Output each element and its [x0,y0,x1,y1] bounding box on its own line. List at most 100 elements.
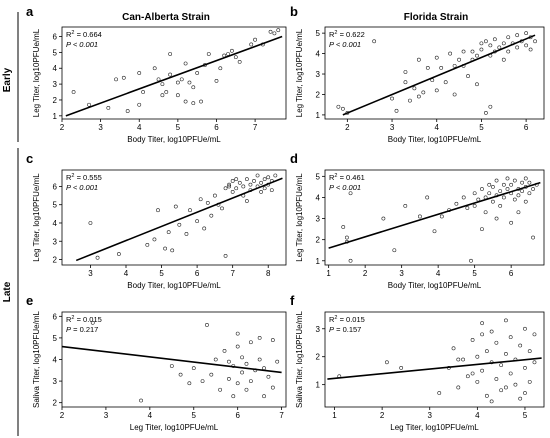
data-point [272,31,277,36]
data-point [137,102,142,107]
data-point [443,80,448,85]
data-point [270,385,275,390]
panel-letter-b: b [290,4,298,19]
data-point [235,381,240,386]
y-tick-label: 4 [53,356,58,365]
data-point [273,173,278,178]
x-tick-label: 2 [345,123,350,132]
data-point [479,41,484,46]
data-point [508,371,513,376]
regression-line [65,35,283,117]
data-point [487,182,492,187]
x-tick-label: 5 [479,123,484,132]
data-point [187,381,192,386]
panel-letter-c: c [26,151,33,166]
column-title-left: Can-Alberta Strain [122,12,210,23]
p-value-text: P < 0.001 [329,183,361,192]
data-point [531,187,535,191]
data-point [509,182,514,187]
data-point [248,379,253,383]
r-squared-exponent: 2 [334,30,337,36]
r-squared-value: = 0.555 [74,173,101,182]
row-label-late: Late [2,281,13,302]
data-point [499,388,504,393]
data-point [234,186,239,191]
data-point [275,359,280,364]
y-tick-label: 3 [53,80,58,89]
data-point [381,216,386,221]
data-point [480,368,485,373]
data-point [230,190,235,194]
data-point [489,399,494,404]
data-point [416,94,421,99]
x-tick-label: 4 [435,123,440,132]
data-point [152,66,157,71]
regression-line [75,177,283,262]
panel-e: e 2 3 4 5 6 7 2 3 4 5 6 Leg Titer, log10PFUe/mL Saliv… [26,293,287,432]
data-point [257,336,262,340]
r-squared-value: = 0.622 [337,30,364,39]
data-point [195,219,200,224]
y-tick-label: 1 [53,112,58,121]
data-point [169,364,174,368]
p-value-value: < 0.001 [71,183,98,192]
p-value-text: P < 0.001 [66,183,98,192]
data-point [523,326,527,331]
y-axis-label: Leg Titer, log10PFUe/mL [32,173,41,262]
data-point [399,365,404,370]
data-point [230,48,234,53]
data-point [417,214,422,219]
data-point [276,28,281,33]
data-point [209,213,214,218]
data-point [139,398,143,403]
data-point [479,47,484,52]
y-tick-label: 5 [53,334,58,343]
x-tick-label: 5 [192,411,197,420]
data-point [259,190,264,194]
data-point [434,88,439,93]
data-point [504,352,508,356]
x-tick-label: 4 [436,269,441,278]
data-point [168,52,173,56]
data-point [202,226,207,231]
data-point [527,349,532,354]
y-axis-label: Saliva Titer, log10PFUe/mL [295,310,304,407]
data-point [494,377,499,381]
y-tick-label: 6 [53,182,58,191]
x-tick-label: 2 [363,269,368,278]
data-point [266,374,271,379]
data-point [341,225,346,229]
data-point [484,349,489,354]
data-point [121,75,126,80]
data-point [230,179,235,183]
data-point [520,180,525,185]
data-point [213,357,218,362]
p-value-text: P < 0.001 [329,40,361,49]
y-tick-label: 3 [53,377,58,386]
data-point [237,180,242,185]
r-squared-exponent: 2 [71,30,74,36]
data-point [87,102,91,107]
p-value-symbol: P [66,40,71,49]
data-point [452,63,457,68]
data-point [392,248,397,253]
data-point [240,370,244,375]
data-point [506,35,511,40]
data-point [533,39,537,44]
data-point [191,85,196,90]
data-point [527,180,532,185]
data-point [470,49,475,54]
data-point [253,37,258,42]
r-squared-value: = 0.015 [74,315,101,324]
data-point [475,379,480,384]
r-squared-exponent: 2 [71,315,74,321]
r-squared-exponent: 2 [334,173,337,179]
data-point [437,391,442,395]
data-point [480,187,484,191]
r-squared-symbol: R [66,173,72,182]
data-point [403,80,408,85]
x-axis-label: Leg Titer, log10PFUe/mL [390,423,479,432]
data-point [501,195,506,200]
data-point [432,229,437,234]
data-point [425,65,430,70]
